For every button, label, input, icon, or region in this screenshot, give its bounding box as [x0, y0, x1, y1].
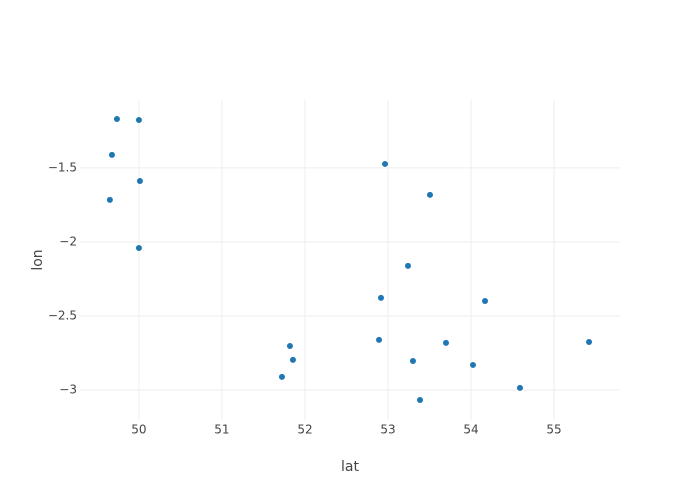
- point: [135, 245, 142, 252]
- point: [443, 339, 450, 346]
- x-tick-label: 55: [546, 423, 561, 437]
- x-tick-label: 53: [380, 423, 395, 437]
- y-tick-label: −1.5: [48, 160, 77, 174]
- x-tick-label: 51: [214, 423, 229, 437]
- point: [516, 384, 523, 391]
- point: [289, 356, 296, 363]
- point: [106, 196, 113, 203]
- point: [586, 338, 593, 345]
- x-tick-label: 52: [297, 423, 312, 437]
- y-tick-label: −3: [59, 382, 77, 396]
- y-tick-label: −2.5: [48, 308, 77, 322]
- point: [426, 191, 433, 198]
- point: [376, 336, 383, 343]
- point: [378, 294, 385, 301]
- point: [417, 397, 424, 404]
- point: [108, 151, 115, 158]
- point: [136, 177, 143, 184]
- point: [135, 116, 142, 123]
- x-tick-label: 54: [463, 423, 478, 437]
- x-axis-title: lat: [341, 459, 359, 475]
- point: [482, 297, 489, 304]
- point: [286, 342, 293, 349]
- point: [278, 373, 285, 380]
- x-tick-label: 50: [131, 423, 146, 437]
- point: [381, 160, 388, 167]
- y-tick-label: −2: [59, 234, 77, 248]
- point: [469, 361, 476, 368]
- point: [113, 115, 120, 122]
- point: [404, 262, 411, 269]
- y-axis-title: lon: [30, 249, 46, 270]
- point: [409, 357, 416, 364]
